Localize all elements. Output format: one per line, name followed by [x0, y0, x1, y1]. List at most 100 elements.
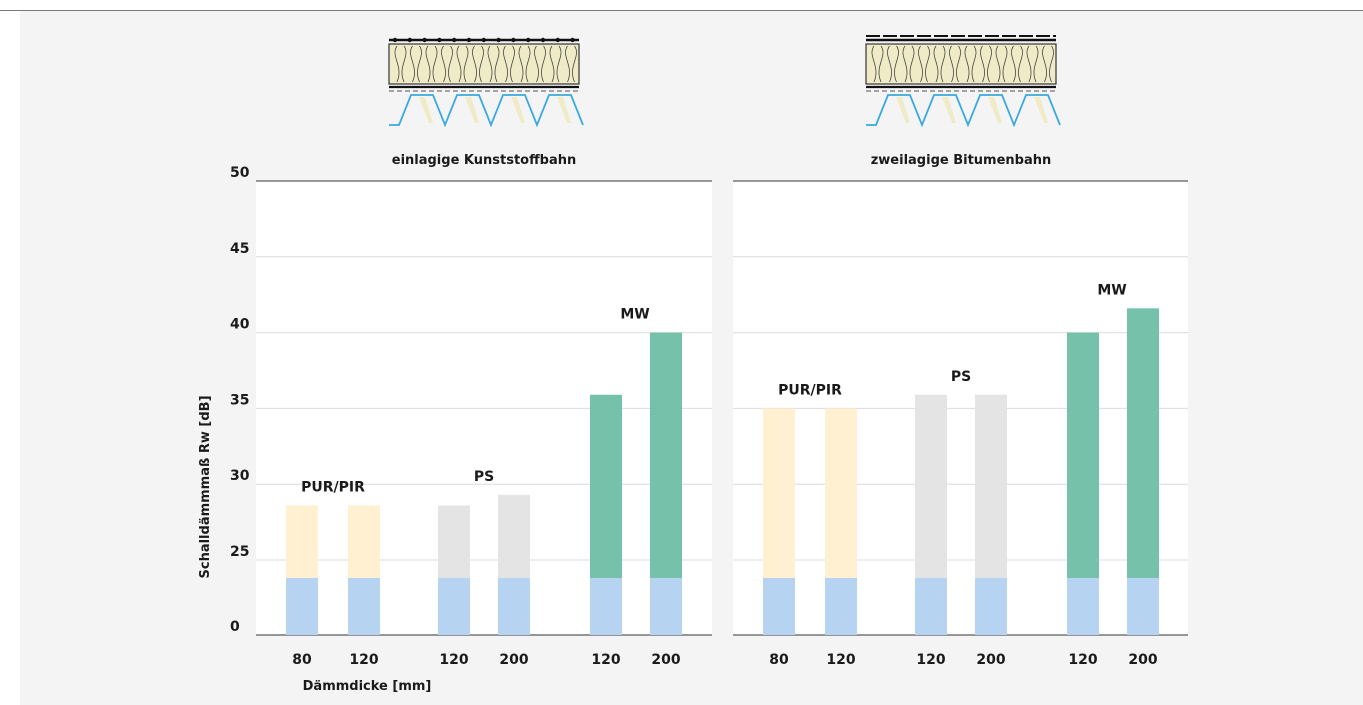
x-tick-label: 80 [769, 652, 789, 668]
x-tick-label: 120 [591, 652, 620, 668]
bar-base-5-p0 [650, 578, 682, 635]
fibre [902, 45, 915, 83]
bar-ps-120-p0 [438, 505, 470, 578]
x-tick-label: 80 [292, 652, 312, 668]
x-tick-label: 120 [1068, 652, 1097, 668]
roof-section-plastic-membrane-icon [388, 37, 584, 128]
fibre [964, 45, 977, 83]
deck-filler [988, 97, 1002, 123]
deck-filler [942, 97, 956, 123]
x-tick-label: 120 [349, 652, 378, 668]
bar-base-5-p1 [1127, 578, 1159, 635]
y-tick-label-40: 40 [230, 317, 250, 333]
bar-mw-200-p0 [650, 332, 682, 578]
fibre [534, 45, 546, 83]
insulation-layer [865, 43, 1057, 85]
y-tick-label-35: 35 [230, 392, 249, 408]
axes-layer [256, 180, 1188, 636]
bar-pur-pir-80-p1 [763, 408, 795, 578]
fibre [871, 45, 884, 83]
fastener-dot [526, 37, 531, 43]
fastener-dot [540, 37, 546, 43]
group-label-ps: PS [951, 369, 971, 385]
fastener-dot [466, 37, 472, 43]
fibre [456, 45, 469, 83]
fibre [487, 45, 500, 83]
deck-filler [465, 97, 479, 123]
y-tick-label-50: 50 [230, 165, 250, 181]
bar-base-0-p1 [763, 578, 795, 635]
bar-pur-pir-120-p1 [825, 408, 857, 578]
fastener-dot [511, 37, 516, 43]
labels-layer: 80 120 PUR/PIR 120 200 PS 120 200 MW 80 120 PUR/PIR… [230, 165, 1158, 668]
fastener-dot [496, 37, 501, 43]
fibre [503, 45, 515, 83]
panel-title-left: einlagige Kunststoffbahn [392, 153, 576, 168]
fibre [549, 45, 562, 83]
bar-pur-pir-120-p0 [348, 505, 380, 578]
bar-base-3-p0 [498, 578, 530, 635]
bar-base-2-p0 [438, 578, 470, 635]
fibre [887, 45, 899, 83]
fibre [518, 45, 531, 83]
fibre [1042, 45, 1054, 83]
fastener-dot [570, 37, 575, 43]
y-axis-label: Schalldämmmaß Rw [dB] [198, 395, 213, 578]
group-label-pur-pir: PUR/PIR [778, 382, 842, 398]
y-tick-label-30: 30 [230, 468, 250, 484]
insulation-layer [388, 43, 580, 85]
fastener-dot [555, 37, 560, 43]
bar-pur-pir-80-p0 [286, 505, 318, 578]
deck-filler [557, 97, 571, 123]
x-tick-label: 120 [916, 652, 945, 668]
x-tick-label: 200 [651, 652, 680, 668]
fibre [995, 45, 1008, 83]
bar-base-0-p0 [286, 578, 318, 635]
trapezoidal-deck [866, 94, 1061, 128]
fibre [425, 45, 438, 83]
bar-base-1-p1 [825, 578, 857, 635]
fibre [441, 45, 453, 83]
bars-layer [286, 308, 1159, 635]
fibre [949, 45, 961, 83]
group-label-mw: MW [620, 307, 649, 323]
deck-filler [511, 97, 525, 123]
group-label-pur-pir: PUR/PIR [301, 479, 365, 495]
group-label-mw: MW [1097, 282, 1126, 298]
deck-filler [1034, 97, 1048, 123]
y-tick-label-45: 45 [230, 241, 249, 257]
fibre [394, 45, 407, 83]
fibre [472, 45, 484, 83]
fibre [1026, 45, 1039, 83]
x-tick-label: 120 [439, 652, 468, 668]
bar-base-1-p0 [348, 578, 380, 635]
bar-base-2-p1 [915, 578, 947, 635]
bar-mw-120-p0 [590, 394, 622, 578]
fibre [1011, 45, 1023, 83]
y-tick-label-0: 0 [230, 619, 240, 635]
x-tick-label: 200 [499, 652, 528, 668]
deck-filler [896, 97, 910, 123]
x-tick-label: 120 [826, 652, 855, 668]
fastener-dot [481, 37, 486, 43]
top-rule [0, 10, 1363, 11]
x-tick-label: 200 [1128, 652, 1157, 668]
x-axis-label: Dämmdicke [mm] [303, 679, 432, 694]
bar-base-4-p1 [1067, 578, 1099, 635]
group-label-ps: PS [474, 469, 494, 485]
trapezoidal-deck [389, 94, 584, 128]
x-tick-label: 200 [976, 652, 1005, 668]
bar-base-3-p1 [975, 578, 1007, 635]
bar-mw-120-p1 [1067, 332, 1099, 578]
fastener-dot [407, 37, 412, 43]
bar-ps-120-p1 [915, 394, 947, 578]
bar-ps-200-p0 [498, 494, 530, 578]
fastener-dot [422, 37, 427, 43]
deck-filler [419, 97, 433, 123]
fibre [410, 45, 422, 83]
y-tick-label-25: 25 [230, 544, 249, 560]
bar-mw-200-p1 [1127, 308, 1159, 578]
bar-base-4-p0 [590, 578, 622, 635]
fibre [918, 45, 930, 83]
fibre [980, 45, 992, 83]
